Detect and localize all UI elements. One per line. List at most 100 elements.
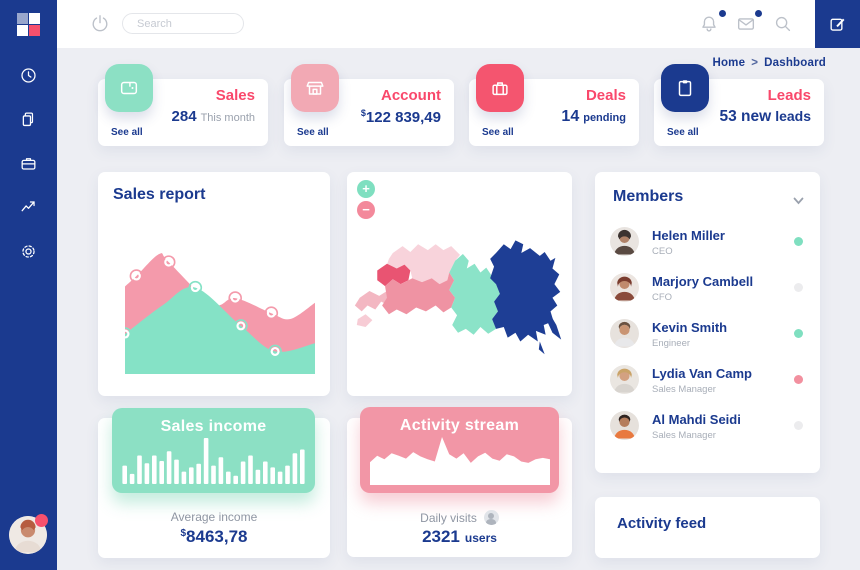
member-row[interactable]: Lydia Van Camp Sales Manager: [595, 362, 820, 406]
messages-button[interactable]: [735, 13, 757, 35]
bell-icon: [702, 16, 716, 32]
member-avatar: [610, 411, 639, 440]
sidebar-item-analytics[interactable]: [0, 188, 57, 232]
breadcrumb-current[interactable]: Dashboard: [764, 57, 826, 69]
top-bar: [57, 0, 860, 48]
stat-note: pending: [583, 112, 626, 124]
clipboard-icon: [661, 64, 709, 112]
member-avatar: [610, 365, 639, 394]
documents-icon: [19, 110, 38, 134]
sales-income-panel: Sales income: [112, 408, 315, 493]
member-status-dot: [794, 283, 803, 292]
stat-card-sales: Sales 284 This month See all: [98, 64, 268, 146]
member-row[interactable]: Helen Miller CEO: [595, 224, 820, 268]
activity-stream-title: Activity stream: [399, 417, 520, 434]
suitcase-icon: [476, 64, 524, 112]
map-zoom-out-button[interactable]: −: [357, 201, 375, 219]
shop-icon: [291, 64, 339, 112]
see-all-link[interactable]: See all: [297, 127, 329, 138]
search-input[interactable]: [122, 13, 244, 34]
member-status-dot: [794, 329, 803, 338]
search-icon: [775, 16, 791, 32]
member-role: Sales Manager: [652, 384, 716, 395]
map-zoom-in-button[interactable]: +: [357, 180, 375, 198]
daily-visits-value: 2321 users: [422, 527, 497, 546]
stat-card-account: Account $122 839,49 See all: [284, 64, 454, 146]
sidebar-item-history[interactable]: [0, 56, 57, 100]
user-avatar[interactable]: [9, 514, 48, 554]
sidebar-item-settings[interactable]: [0, 232, 57, 276]
activity-feed-title: Activity feed: [617, 515, 707, 532]
member-row[interactable]: Marjory Cambell CFO: [595, 270, 820, 314]
power-button[interactable]: [89, 13, 111, 35]
member-role: Engineer: [652, 338, 691, 349]
stat-value-line: $122 839,49: [361, 108, 441, 127]
member-status-dot: [794, 421, 803, 430]
member-name: Lydia Van Camp: [652, 366, 752, 381]
avatar-status-dot: [35, 514, 48, 527]
activity-stream-panel: Activity stream: [360, 407, 559, 493]
members-title: Members: [613, 188, 684, 205]
map-card: + −: [347, 172, 572, 396]
member-name: Al Mahdi Seidi: [652, 412, 741, 427]
daily-visits-label: Daily visits: [347, 510, 572, 525]
stat-card-leads: Leads 53 new leads See all: [654, 64, 824, 146]
member-row[interactable]: Al Mahdi Seidi Sales Manager: [595, 408, 820, 452]
chevron-down-icon[interactable]: [793, 192, 804, 205]
member-name: Helen Miller: [652, 228, 725, 243]
sales-income-card: Sales income Average income $8463,78: [98, 408, 330, 558]
member-role: CFO: [652, 292, 673, 303]
average-income-value: $8463,78: [180, 527, 248, 546]
average-income-label: Average income: [170, 510, 258, 524]
member-avatar: [610, 273, 639, 302]
member-status-dot: [794, 237, 803, 246]
stat-title: Deals: [585, 87, 626, 104]
sales-report-card: Sales report: [98, 172, 330, 396]
sidebar-item-documents[interactable]: [0, 100, 57, 144]
stat-note: This month: [200, 112, 255, 124]
member-role: Sales Manager: [652, 430, 716, 441]
stat-value-line: 14 pending: [561, 108, 626, 126]
breadcrumb-home-link[interactable]: Home: [712, 57, 746, 69]
see-all-link[interactable]: See all: [482, 127, 514, 138]
stat-value-line: 284 This month: [172, 108, 255, 126]
member-role: CEO: [652, 246, 673, 257]
region-map[interactable]: [350, 214, 569, 364]
stat-value: 122 839,49: [365, 109, 441, 126]
search-bar: [122, 13, 244, 34]
stat-value-line: 53 new leads: [719, 108, 811, 126]
app-logo[interactable]: [17, 13, 40, 36]
currency-symbol: $: [180, 528, 187, 539]
sales-report-chart: [125, 253, 315, 374]
activity-stream-card: Activity stream Daily visits 2321 users: [347, 407, 572, 557]
search-button[interactable]: [772, 13, 794, 35]
visits-unit: users: [464, 531, 497, 545]
stat-card-deals: Deals 14 pending See all: [469, 64, 639, 146]
clock-icon: [19, 66, 38, 90]
sales-income-bars-chart: [122, 438, 305, 484]
sales-income-title: Sales income: [160, 418, 267, 435]
visits-user-icon: [483, 510, 499, 525]
member-avatar: [610, 227, 639, 256]
stat-value: 284: [171, 108, 197, 125]
activity-stream-area-chart: [370, 437, 550, 485]
sales-report-title: Sales report: [113, 186, 206, 203]
member-name: Kevin Smith: [652, 320, 728, 335]
members-card: Members Helen Miller CEO Marjory Cambell…: [595, 172, 820, 473]
settings-icon: [19, 242, 38, 266]
compose-button[interactable]: [815, 0, 860, 48]
see-all-link[interactable]: See all: [111, 127, 143, 138]
notifications-button[interactable]: [698, 13, 720, 35]
stat-value: 53 new: [719, 108, 772, 125]
member-row[interactable]: Kevin Smith Engineer: [595, 316, 820, 360]
trend-icon: [19, 198, 38, 222]
sidebar-nav: [0, 56, 57, 276]
breadcrumb: Home > Dashboard: [712, 57, 826, 69]
stat-note: leads: [775, 108, 811, 124]
notification-dot: [719, 10, 726, 17]
see-all-link[interactable]: See all: [667, 127, 699, 138]
sidebar-item-projects[interactable]: [0, 144, 57, 188]
stat-value: 14: [561, 108, 580, 125]
sidebar: [0, 0, 57, 570]
